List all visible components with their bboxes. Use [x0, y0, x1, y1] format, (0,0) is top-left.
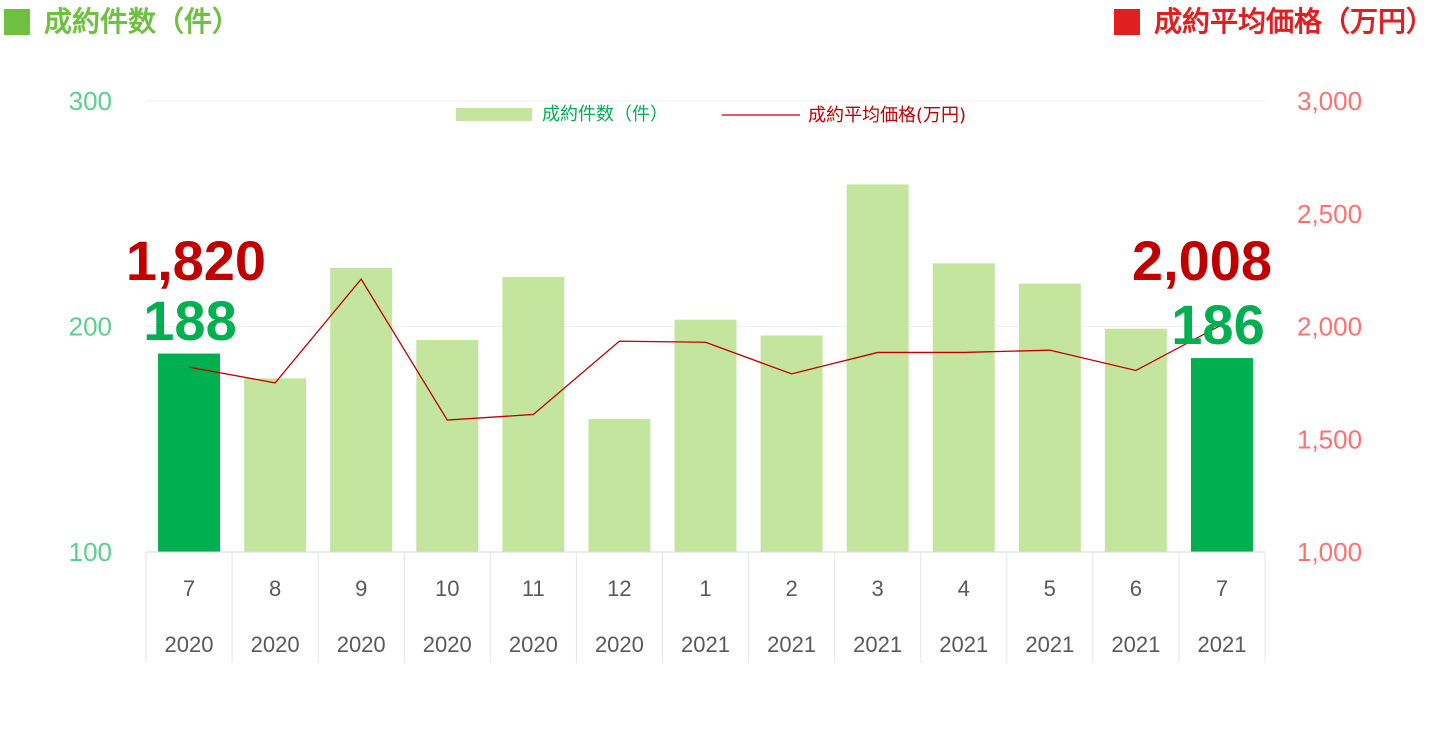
first-price-callout: 1,820 — [126, 229, 266, 292]
x-axis-month-label: 7 — [1216, 576, 1228, 601]
x-axis-year-label: 2020 — [337, 632, 386, 657]
bar — [330, 267, 393, 552]
left-axis-header: 成約件数（件） — [4, 2, 240, 42]
bar — [674, 319, 737, 552]
x-axis-month-label: 7 — [183, 576, 195, 601]
price-square-icon — [1113, 9, 1140, 35]
bar — [1104, 328, 1167, 552]
right-axis-title: 成約平均価格（万円） — [1153, 5, 1434, 38]
legend-bar-label: 成約件数（件） — [542, 104, 668, 125]
x-axis-year-label: 2020 — [251, 632, 300, 657]
bar — [416, 340, 479, 552]
x-axis-month-label: 3 — [872, 576, 884, 601]
x-axis-month-label: 8 — [269, 576, 281, 601]
price-line-series — [188, 278, 1223, 421]
x-axis-year-label: 2021 — [1197, 632, 1246, 657]
x-axis-month-label: 1 — [699, 576, 711, 601]
x-axis-year-label: 2021 — [939, 632, 988, 657]
legend-bar-swatch — [456, 108, 532, 121]
x-axis-month-label: 12 — [607, 576, 631, 601]
bar — [158, 353, 221, 552]
x-axis-year-label: 2021 — [767, 632, 816, 657]
x-axis-month-label: 4 — [958, 576, 970, 601]
x-axis-year-label: 2021 — [853, 632, 902, 657]
bar — [588, 418, 651, 552]
left-axis-tick-label: 100 — [69, 537, 112, 567]
right-axis-tick-label: 1,000 — [1297, 537, 1362, 567]
x-axis-month-label: 5 — [1044, 576, 1056, 601]
x-axis-month-label: 11 — [522, 576, 545, 601]
legend-line-label: 成約平均価格(万円) — [808, 105, 966, 126]
x-axis-year-label: 2020 — [509, 632, 558, 657]
bar — [1018, 283, 1081, 552]
x-axis-year-label: 2020 — [423, 632, 472, 657]
right-axis-tick-label: 3,000 — [1297, 86, 1362, 116]
last-count-callout: 186 — [1171, 293, 1264, 356]
x-axis-month-label: 2 — [785, 576, 797, 601]
x-axis-month-label: 9 — [355, 576, 367, 601]
right-axis-tick-label: 2,500 — [1297, 199, 1362, 229]
x-axis-month-label: 10 — [435, 576, 459, 601]
right-axis-header: 成約平均価格（万円） — [1113, 2, 1434, 42]
right-axis-tick-label: 2,000 — [1297, 312, 1362, 342]
bar — [244, 378, 307, 552]
bar — [1190, 358, 1253, 552]
x-axis-year-label: 2021 — [1111, 632, 1160, 657]
right-axis-tick-label: 1,500 — [1297, 424, 1362, 454]
x-axis-year-label: 2021 — [1025, 632, 1074, 657]
bar — [846, 184, 909, 552]
first-count-callout: 188 — [143, 289, 236, 352]
left-axis-title: 成約件数（件） — [44, 5, 241, 38]
left-axis-tick-label: 300 — [69, 86, 112, 116]
x-axis-year-label: 2020 — [595, 632, 644, 657]
bar — [932, 263, 995, 552]
count-square-icon — [4, 9, 30, 35]
x-axis-year-label: 2020 — [165, 632, 214, 657]
last-price-callout: 2,008 — [1132, 229, 1272, 292]
left-axis-tick-label: 200 — [69, 312, 112, 342]
bar — [760, 335, 823, 552]
x-axis-year-label: 2021 — [681, 632, 730, 657]
x-axis-month-label: 6 — [1130, 576, 1142, 601]
